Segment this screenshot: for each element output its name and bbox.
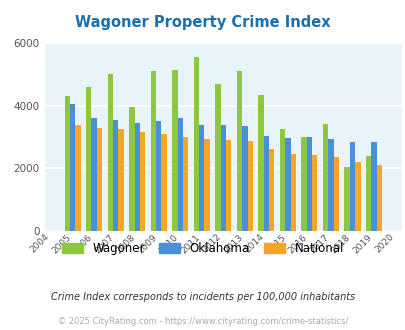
Bar [193, 57, 198, 231]
Text: Wagoner Property Crime Index: Wagoner Property Crime Index [75, 15, 330, 30]
Bar [241, 126, 247, 231]
Bar [220, 125, 226, 231]
Bar [301, 137, 306, 231]
Bar [322, 124, 327, 231]
Bar [75, 125, 81, 231]
Bar [279, 129, 284, 231]
Bar [354, 162, 360, 231]
Bar [134, 123, 140, 231]
Bar [343, 167, 349, 231]
Bar [333, 157, 338, 231]
Bar [349, 142, 354, 231]
Bar [226, 140, 231, 231]
Bar [198, 125, 204, 231]
Bar [118, 129, 124, 231]
Text: © 2025 CityRating.com - https://www.cityrating.com/crime-statistics/: © 2025 CityRating.com - https://www.city… [58, 317, 347, 326]
Bar [284, 138, 290, 231]
Bar [376, 165, 381, 231]
Bar [183, 137, 188, 231]
Bar [140, 132, 145, 231]
Bar [204, 139, 209, 231]
Bar [177, 118, 183, 231]
Bar [172, 70, 177, 231]
Bar [215, 83, 220, 231]
Bar [269, 149, 274, 231]
Bar [327, 140, 333, 231]
Bar [113, 120, 118, 231]
Bar [247, 141, 252, 231]
Bar [236, 71, 241, 231]
Bar [107, 74, 113, 231]
Bar [306, 137, 311, 231]
Bar [64, 96, 70, 231]
Bar [70, 104, 75, 231]
Bar [156, 121, 161, 231]
Bar [97, 128, 102, 231]
Bar [161, 134, 166, 231]
Bar [263, 136, 269, 231]
Bar [91, 118, 97, 231]
Bar [258, 95, 263, 231]
Bar [311, 155, 317, 231]
Bar [365, 156, 370, 231]
Bar [290, 153, 295, 231]
Legend: Wagoner, Oklahoma, National: Wagoner, Oklahoma, National [57, 237, 348, 260]
Bar [129, 107, 134, 231]
Bar [150, 71, 156, 231]
Text: Crime Index corresponds to incidents per 100,000 inhabitants: Crime Index corresponds to incidents per… [51, 292, 354, 302]
Bar [86, 87, 91, 231]
Bar [370, 142, 376, 231]
